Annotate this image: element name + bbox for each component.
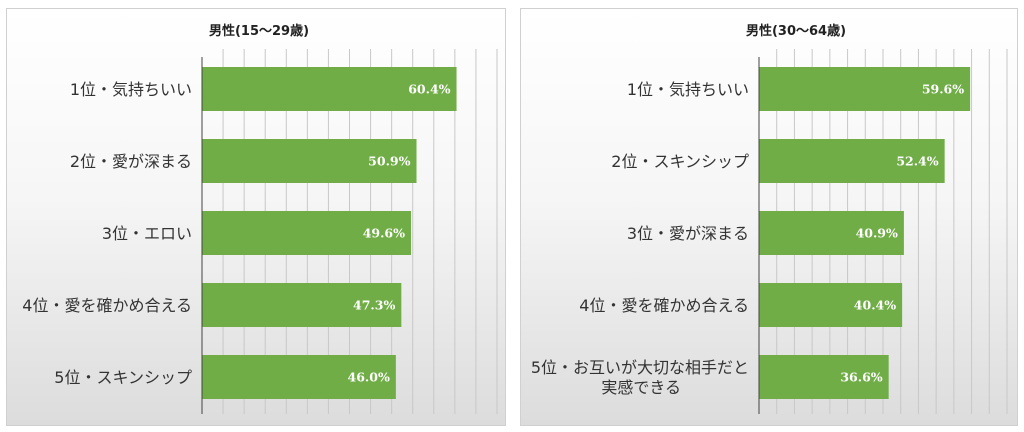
bar bbox=[202, 211, 412, 255]
category-label: 5位・スキンシップ bbox=[54, 368, 192, 387]
data-label: 49.6% bbox=[363, 226, 405, 241]
data-label: 59.6% bbox=[922, 82, 964, 97]
category-label: 3位・エロい bbox=[102, 224, 192, 243]
bar bbox=[759, 139, 945, 183]
bar bbox=[202, 67, 457, 111]
bar bbox=[202, 283, 402, 327]
data-label: 52.4% bbox=[896, 154, 938, 169]
bar bbox=[202, 355, 396, 399]
chart-panel-left: 男性(15～29歳) 60.4% 1位・気持ちいい 50.9% 2位・愛が深まる 49.6… bbox=[6, 8, 506, 426]
data-label: 40.9% bbox=[856, 226, 898, 241]
category-label: 1位・気持ちいい bbox=[70, 80, 192, 99]
data-label: 46.0% bbox=[348, 370, 390, 385]
chart-title: 男性(30～64歳) bbox=[746, 23, 846, 39]
chart-panel-right: 男性(30～64歳) 59.6% 1位・気持ちいい 52.4% 2位・スキンシップ 40.… bbox=[520, 8, 1018, 426]
bar bbox=[759, 283, 903, 327]
chart-title: 男性(15～29歳) bbox=[209, 23, 309, 39]
data-label: 60.4% bbox=[408, 82, 450, 97]
category-label: 2位・愛が深まる bbox=[70, 152, 192, 171]
bar bbox=[759, 211, 904, 255]
category-label: 5位・お互いが大切な相手だと実感できる bbox=[531, 358, 749, 397]
category-label: 1位・気持ちいい bbox=[627, 80, 749, 99]
chart-left-svg: 男性(15～29歳) 60.4% 1位・気持ちいい 50.9% 2位・愛が深まる 49.6… bbox=[22, 23, 498, 414]
data-label: 36.6% bbox=[840, 370, 882, 385]
bar bbox=[202, 139, 417, 183]
category-label: 3位・愛が深まる bbox=[627, 224, 749, 243]
data-label: 50.9% bbox=[368, 154, 410, 169]
bar bbox=[759, 355, 889, 399]
category-label: 4位・愛を確かめ合える bbox=[22, 296, 192, 315]
data-label: 40.4% bbox=[854, 298, 896, 313]
data-label: 47.3% bbox=[353, 298, 395, 313]
chart-right-svg: 男性(30～64歳) 59.6% 1位・気持ちいい 52.4% 2位・スキンシップ 40.… bbox=[531, 23, 1008, 414]
bar bbox=[759, 67, 971, 111]
category-label: 2位・スキンシップ bbox=[611, 152, 749, 171]
category-label: 4位・愛を確かめ合える bbox=[579, 296, 749, 315]
